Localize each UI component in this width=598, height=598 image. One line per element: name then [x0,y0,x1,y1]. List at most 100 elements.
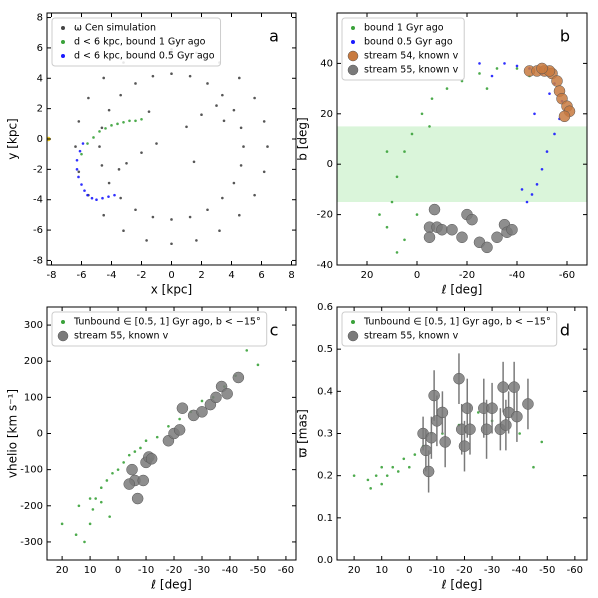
point [436,223,448,236]
y-tick-label: 0.2 [317,471,333,482]
y-tick-label: 8 [37,13,43,24]
y-tick-label: 20 [320,109,333,120]
legend-marker [351,320,355,324]
point [262,170,266,174]
point [155,435,159,439]
x-axis-label: x [kpc] [151,283,192,297]
x-tick-label: -50 [539,565,555,576]
point [485,87,489,90]
x-tick-label: 10 [375,565,388,576]
point [428,389,440,402]
point [88,497,92,500]
point [520,188,524,191]
point [140,117,143,121]
point [139,446,142,450]
point [91,508,95,511]
point [506,223,518,236]
point [123,478,136,490]
legend-box [51,17,222,67]
point [553,132,556,136]
point [380,482,384,486]
point [145,239,148,242]
point [90,196,94,200]
plot-area [47,48,269,246]
point [232,108,236,112]
point [147,110,151,113]
y-tick-label: -300 [20,537,43,548]
point [453,372,465,385]
x-axis-label: ℓ [deg] [441,283,483,297]
point [98,145,101,148]
legend-marker [57,330,69,342]
legend-label: bound 1 Gyr ago [364,23,444,34]
plot-area [337,62,587,254]
point [232,371,245,384]
x-tick-label: 6 [258,270,264,281]
legend-marker [347,64,359,76]
x-tick-label: 0 [168,270,174,281]
point [100,126,104,130]
y-tick-label: 0.5 [317,344,333,355]
point [221,387,233,400]
point [352,474,356,477]
y-tick-label: -2 [33,164,43,175]
x-tick-label: 0 [115,565,121,576]
point [95,198,98,202]
x-tick-label: -2 [137,270,147,281]
point [176,402,189,414]
point [391,465,395,469]
y-tick-label: -4 [33,195,43,206]
point [144,439,148,443]
legend-label: stream 55, known v [74,331,169,342]
legend-box [341,311,558,347]
point [242,145,245,148]
legend-label: bound 0.5 Gyr ago [364,37,453,48]
point [511,410,523,423]
point [137,474,149,487]
panel-label: a [269,27,279,46]
legend-marker [347,330,359,342]
x-tick-label: -6 [77,270,87,281]
point [423,231,436,244]
point [81,142,85,145]
x-tick-label: 20 [348,565,361,576]
point [518,432,521,435]
point [481,241,493,254]
x-tick-label: -40 [222,565,238,576]
point [125,161,128,165]
point [380,465,384,469]
point [430,97,434,100]
point [102,76,105,80]
point [116,468,120,471]
point [126,463,138,476]
point [238,76,241,80]
y-tick-label: 300 [24,320,43,331]
point [253,193,256,197]
point [200,399,204,403]
point [78,149,82,153]
point [119,196,122,200]
point [551,75,563,87]
point [83,189,86,192]
point [94,497,97,500]
point [456,231,468,244]
point [530,193,534,196]
point [545,150,549,153]
y-tick-label: 0.6 [317,302,333,313]
point [458,440,471,452]
x-tick-label: -10 [138,565,154,576]
point [108,515,111,518]
x-tick-label: 10 [84,565,97,576]
point [491,231,503,244]
legend-label: stream 55, known v [364,65,459,76]
legend-marker [347,50,359,62]
point [532,465,535,469]
y-tick-label: -20 [317,210,333,221]
y-axis-label: y [kpc] [6,118,20,159]
x-axis-label: ℓ [deg] [441,578,483,592]
y-tick-label: 0.3 [317,429,333,440]
point [77,175,80,179]
point [83,540,86,544]
x-tick-label: -40 [511,565,527,576]
